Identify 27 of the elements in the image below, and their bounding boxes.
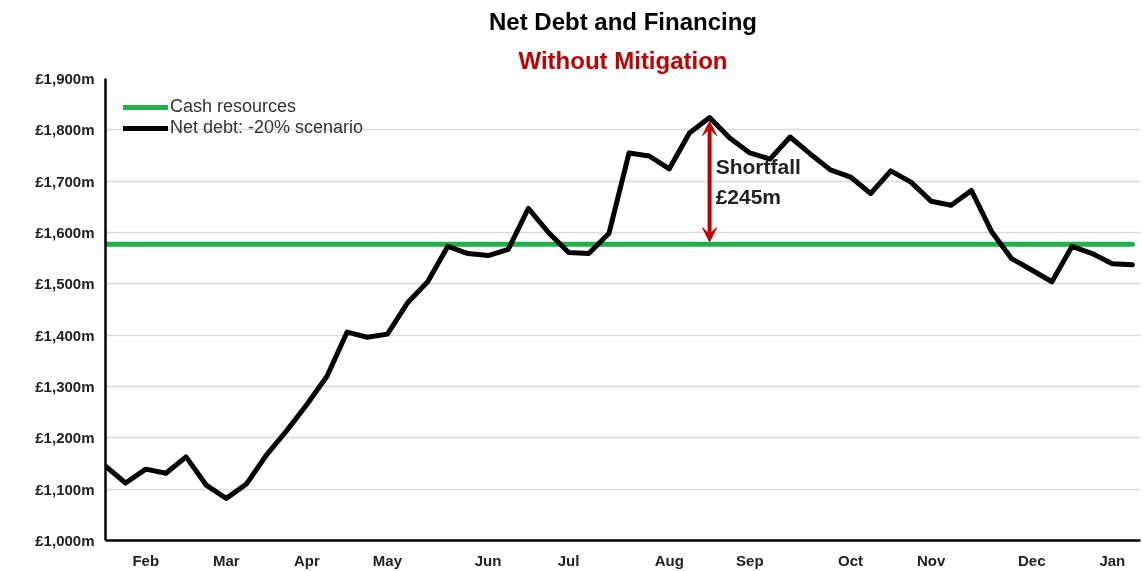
x-tick-label: Mar — [212, 551, 240, 569]
x-tick-label: May — [372, 551, 403, 569]
y-tick-label: £1,800m — [35, 121, 95, 139]
annotation: Shortfall £245m — [715, 155, 801, 209]
x-tick-label: Jan — [1099, 551, 1126, 569]
y-tick-label: £1,100m — [35, 480, 95, 498]
y-tick-label: £1,900m — [35, 70, 95, 87]
chart-subtitle: Without Mitigation — [518, 46, 728, 74]
x-tick-label: Aug — [654, 551, 684, 569]
x-tick-label: Dec — [1018, 551, 1046, 569]
legend-label: Cash resources — [170, 96, 297, 117]
legend-label: Net debt: -20% scenario — [170, 117, 364, 138]
y-tick-label: £1,000m — [35, 532, 95, 549]
x-tick-label: Jul — [557, 551, 580, 569]
chart-title: Net Debt and Financing — [489, 7, 758, 35]
x-tick-label: Jun — [474, 551, 502, 569]
x-tick-label: Apr — [293, 551, 320, 569]
x-tick-label: Nov — [916, 551, 946, 569]
x-tick-label: Sep — [736, 551, 764, 569]
y-tick-label: £1,200m — [35, 429, 95, 447]
y-tick-label: £1,300m — [35, 378, 95, 395]
y-tick-label: £1,400m — [35, 326, 95, 344]
y-tick-label: £1,500m — [35, 275, 95, 293]
x-tick-label: Feb — [132, 551, 160, 569]
x-tick-label: Oct — [838, 551, 864, 569]
y-tick-label: £1,600m — [35, 224, 95, 241]
y-tick-label: £1,700m — [35, 172, 95, 190]
